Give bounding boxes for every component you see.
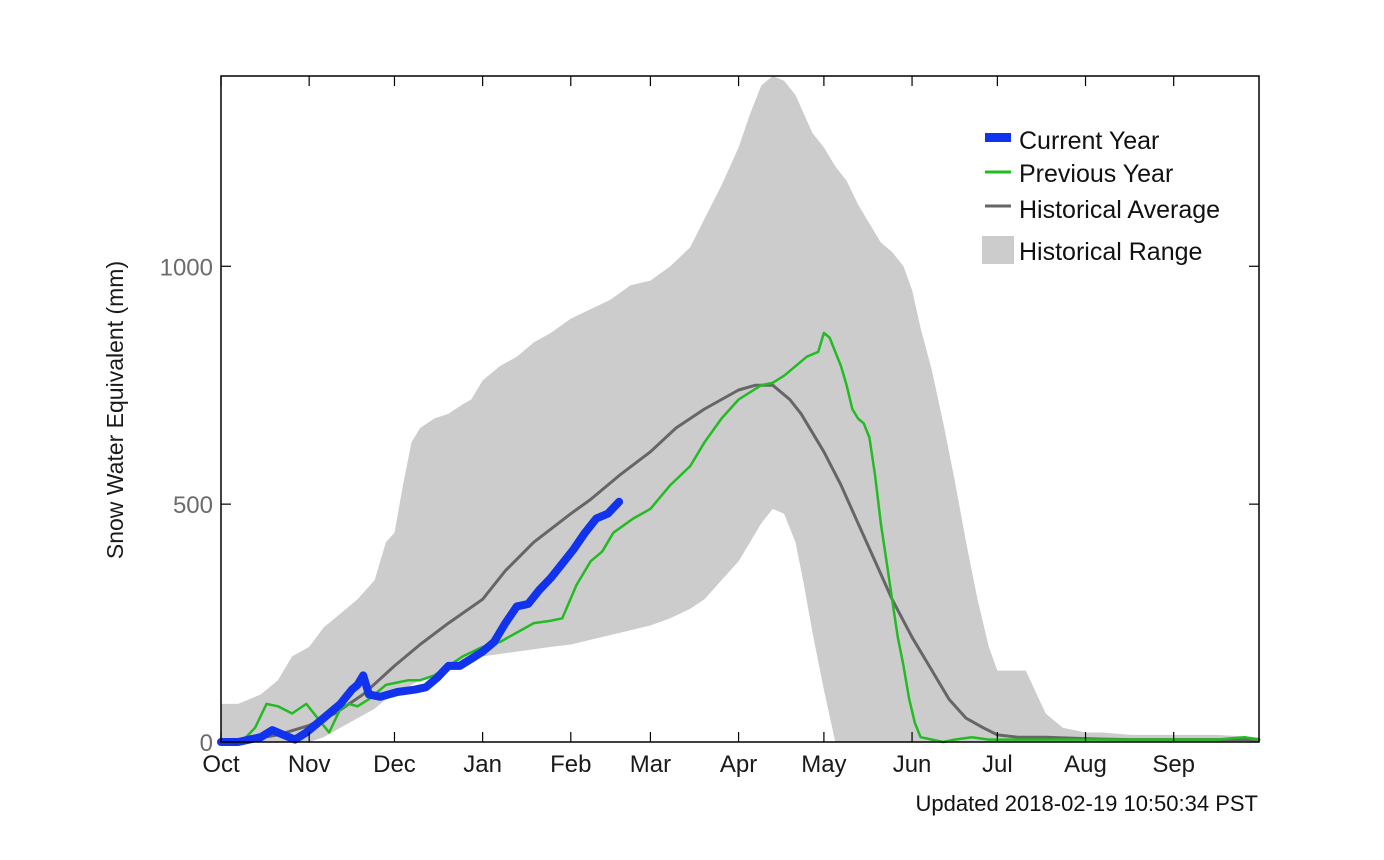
axes: Oct Nov Dec Jan Feb Mar Apr May Jun Jul Aug Sep 0 500…: [160, 76, 1259, 778]
legend-swatch-current-year: [985, 133, 1011, 142]
y-tick-label-1000: 1000: [160, 254, 213, 281]
series-previous-year-line: [219, 331, 1261, 744]
series-historical-average-line: [219, 383, 1261, 744]
legend-label-current-year: Current Year: [1019, 127, 1159, 155]
x-tick-label-dec: Dec: [373, 751, 416, 778]
y-axis-title: Snow Water Equivalent (mm): [102, 261, 128, 559]
y-tick-label-0: 0: [200, 730, 213, 757]
updated-timestamp: Updated 2018-02-19 10:50:34 PST: [916, 791, 1258, 816]
x-tick-label-apr: Apr: [720, 751, 757, 778]
legend-swatch-historical-range: [982, 236, 1014, 264]
x-tick-label-jan: Jan: [463, 751, 502, 778]
y-tick-label-500: 500: [173, 492, 213, 519]
x-tick-label-sep: Sep: [1152, 751, 1195, 778]
plot-frame: [220, 75, 1260, 743]
x-tick-label-mar: Mar: [630, 751, 671, 778]
legend: Current Year Previous Year Historical Av…: [982, 127, 1220, 266]
legend-label-historical-range: Historical Range: [1019, 238, 1202, 266]
series-current-year-line: [217, 497, 624, 746]
x-tick-label-oct: Oct: [202, 751, 240, 778]
legend-label-previous-year: Previous Year: [1019, 160, 1173, 188]
series-historical-range-band: [221, 76, 1259, 742]
x-tick-label-jun: Jun: [893, 751, 932, 778]
plot-area: [217, 76, 1261, 746]
x-tick-label-may: May: [801, 751, 846, 778]
x-tick-label-jul: Jul: [982, 751, 1013, 778]
x-tick-label-feb: Feb: [550, 751, 591, 778]
legend-label-historical-average: Historical Average: [1019, 196, 1220, 224]
x-tick-label-aug: Aug: [1064, 751, 1107, 778]
x-tick-label-nov: Nov: [288, 751, 331, 778]
